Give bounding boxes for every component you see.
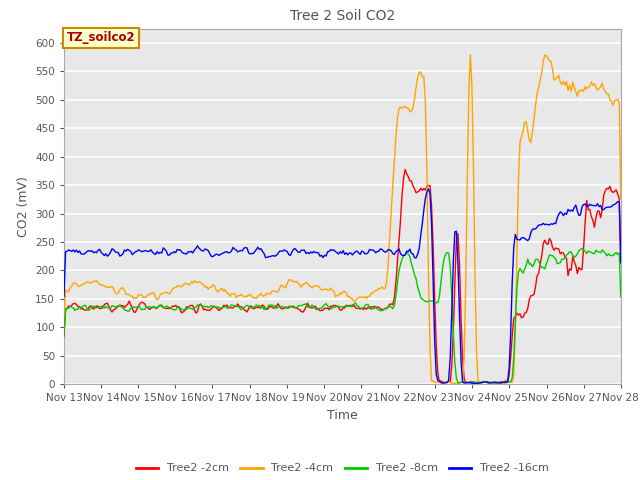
- Title: Tree 2 Soil CO2: Tree 2 Soil CO2: [290, 10, 395, 24]
- Legend: Tree2 -2cm, Tree2 -4cm, Tree2 -8cm, Tree2 -16cm: Tree2 -2cm, Tree2 -4cm, Tree2 -8cm, Tree…: [132, 459, 553, 478]
- X-axis label: Time: Time: [327, 408, 358, 421]
- Text: TZ_soilco2: TZ_soilco2: [67, 31, 136, 44]
- Y-axis label: CO2 (mV): CO2 (mV): [17, 176, 29, 237]
